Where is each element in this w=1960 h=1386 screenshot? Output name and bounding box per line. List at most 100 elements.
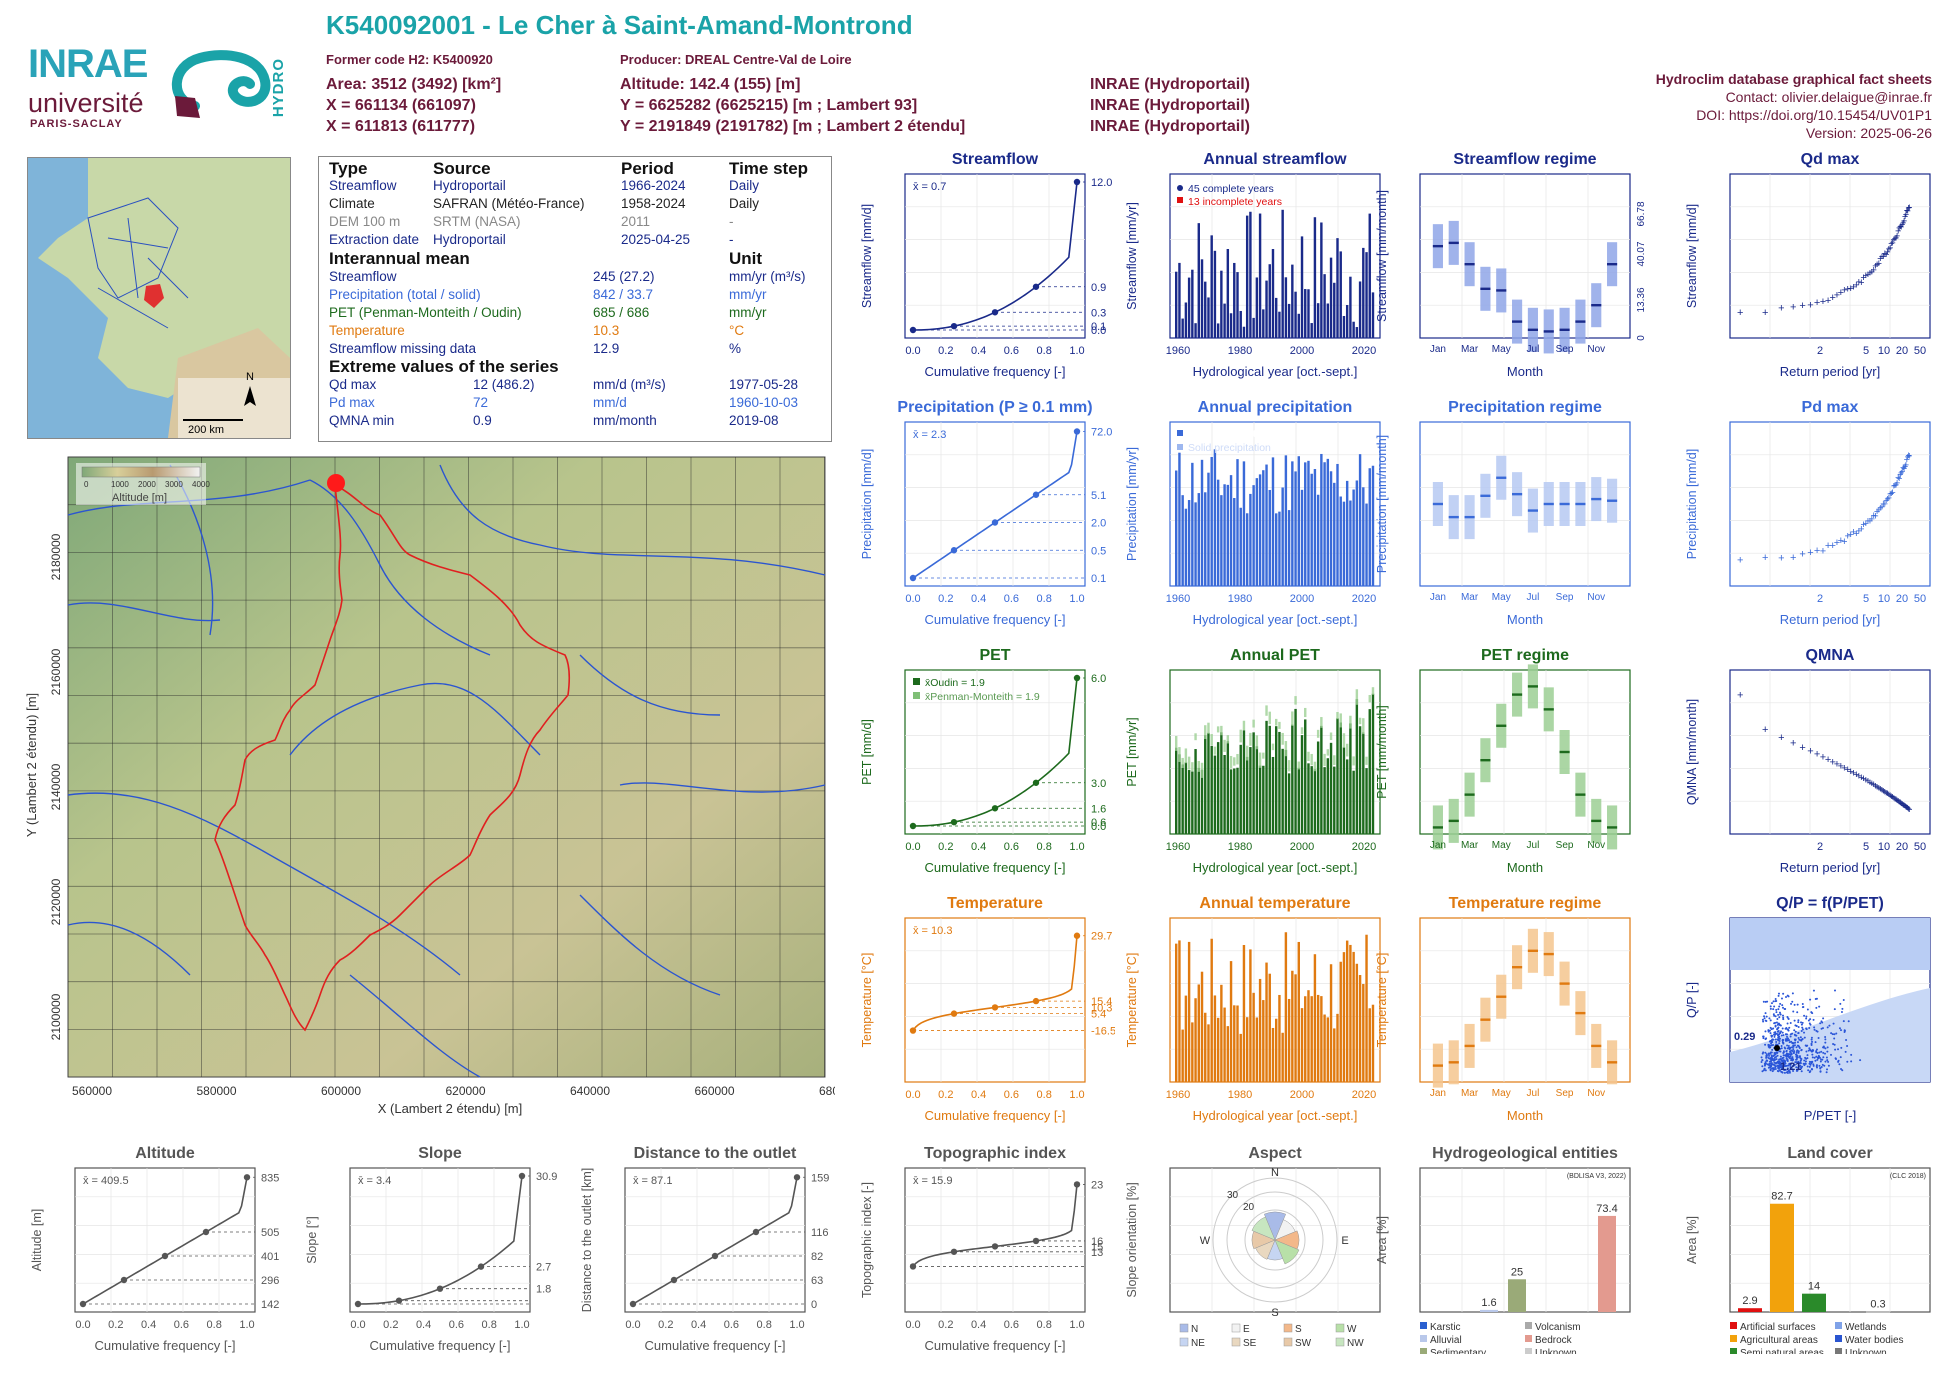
- qp-point: [1813, 1056, 1816, 1059]
- right-tick: 72.0: [1091, 426, 1112, 438]
- rp-point: +: [1882, 248, 1888, 260]
- year-tick: 2020: [1352, 841, 1376, 853]
- qp-point: [1810, 1062, 1813, 1065]
- annual-bar: [1320, 996, 1323, 1082]
- qp-point: [1859, 1059, 1862, 1062]
- aspect-title: Aspect: [1248, 1145, 1302, 1162]
- qp-point: [1812, 989, 1815, 992]
- xtick: 0.0: [905, 841, 920, 853]
- qp-point: [1841, 1069, 1844, 1072]
- info-table: Type Source Period Time step Streamflow …: [318, 156, 832, 442]
- qd-max-title: Qd max: [1801, 151, 1860, 168]
- qmna-title: QMNA: [1806, 647, 1855, 664]
- annual-bar: [1294, 708, 1297, 834]
- annual-bar: [1342, 315, 1346, 338]
- annual-bar: [1249, 211, 1252, 338]
- source-3: INRAE (Hydroportail): [1090, 118, 1250, 135]
- rp-point: +: [1830, 292, 1836, 304]
- rp-point: +: [1872, 261, 1878, 273]
- qp-point: [1826, 1046, 1829, 1049]
- annual-bar: [1284, 277, 1288, 338]
- year-tick: 2020: [1352, 345, 1376, 357]
- qp-point: [1773, 1033, 1776, 1036]
- qp-point: [1773, 1035, 1776, 1038]
- e2-unit: mm/month: [593, 413, 657, 428]
- qp-point: [1791, 1050, 1794, 1053]
- rp-point: +: [1853, 528, 1859, 540]
- annual-bar: [1339, 251, 1342, 338]
- annual-bar: [1265, 720, 1268, 834]
- qp-point: [1827, 1060, 1830, 1063]
- right-tick: 16: [1091, 1236, 1103, 1248]
- annual-bar: [1178, 452, 1181, 586]
- qp-point: [1846, 1044, 1849, 1047]
- qp-point: [1795, 1051, 1798, 1054]
- right-tick: 0: [1636, 335, 1647, 341]
- qp-point: [1797, 1066, 1800, 1069]
- annual-bar-secondary: [1265, 705, 1268, 716]
- streamflow-regime-title: Streamflow regime: [1453, 151, 1596, 168]
- rp-point: +: [1894, 477, 1900, 489]
- rp-point: +: [1814, 297, 1820, 309]
- rp-point: +: [1902, 801, 1908, 813]
- annual-bar: [1339, 722, 1342, 834]
- xtick: 0.6: [1004, 841, 1019, 853]
- qp-point: [1791, 1058, 1794, 1061]
- legend-complete: 45 complete years: [1188, 183, 1274, 195]
- qp-point: [1821, 1063, 1824, 1066]
- annual-bar: [1249, 493, 1252, 586]
- annual-bar: [1323, 462, 1326, 586]
- slope-ylabel: Slope [°]: [305, 1216, 319, 1263]
- month-tick: Mar: [1461, 344, 1479, 355]
- qp-point: [1777, 1070, 1780, 1073]
- rp-point: +: [1879, 502, 1885, 514]
- qp-point: [1772, 1013, 1775, 1016]
- qp-point: [1764, 1069, 1767, 1072]
- annual-bar: [1368, 468, 1371, 586]
- annual-bar: [1300, 489, 1304, 586]
- annual-precipitation-xlabel: Hydrological year [oct.-sept.]: [1193, 612, 1358, 627]
- qp-point: [1777, 1022, 1780, 1025]
- hydrogeo-bar: [1598, 1215, 1616, 1312]
- annual-streamflow-xlabel: Hydrological year [oct.-sept.]: [1193, 364, 1358, 379]
- qp-point: [1782, 1039, 1785, 1042]
- annual-bar: [1233, 1005, 1236, 1082]
- annual-bar: [1349, 723, 1352, 834]
- qp-point: [1781, 1071, 1784, 1074]
- rp-point: +: [1860, 272, 1866, 284]
- rp-point: +: [1893, 479, 1899, 491]
- h-source: Source: [433, 159, 491, 178]
- qp-point: [1789, 1053, 1792, 1056]
- qp-point: [1799, 1059, 1802, 1062]
- landcover-bar: [1802, 1293, 1826, 1312]
- annual-bar-secondary: [1229, 755, 1233, 769]
- rp-point: +: [1876, 782, 1882, 794]
- qp-point: [1768, 1040, 1771, 1043]
- qp-point: [1772, 1038, 1775, 1041]
- rp-point: +: [1799, 742, 1805, 754]
- qp-point: [1771, 1048, 1774, 1051]
- pd-max-ylabel: Precipitation [mm/d]: [1685, 449, 1699, 559]
- rp-point: +: [1830, 756, 1836, 768]
- annual-bar: [1349, 500, 1352, 586]
- rp-point: +: [1820, 296, 1826, 308]
- qp-point: [1778, 1064, 1781, 1067]
- year-tick: 1980: [1228, 841, 1252, 853]
- precipitation-panel: Precipitation (P ≥ 0.1 mm) Cumulative fre…: [860, 399, 1112, 627]
- qp-point: [1789, 1021, 1792, 1024]
- qp-point: [1796, 1044, 1799, 1047]
- basin-map: 0 1000 2000 3000 4000 Altitude [m] 560000 580…: [24, 456, 835, 1116]
- rp-point: +: [1903, 459, 1909, 471]
- minimap-scale: 200 km: [188, 424, 224, 436]
- qp-point: [1774, 998, 1777, 1001]
- right-tick: 0.9: [1091, 282, 1106, 294]
- rp-tick: 10: [1878, 841, 1890, 853]
- xtick: 0.4: [971, 1089, 986, 1101]
- m3-label: Temperature: [329, 323, 405, 338]
- annual-bar-secondary: [1329, 732, 1333, 741]
- qp-point: [1763, 1067, 1766, 1070]
- qp-point: [1779, 1013, 1782, 1016]
- qp-point: [1768, 1046, 1771, 1049]
- month-tick: Nov: [1587, 592, 1605, 603]
- qp-point: [1818, 1064, 1821, 1067]
